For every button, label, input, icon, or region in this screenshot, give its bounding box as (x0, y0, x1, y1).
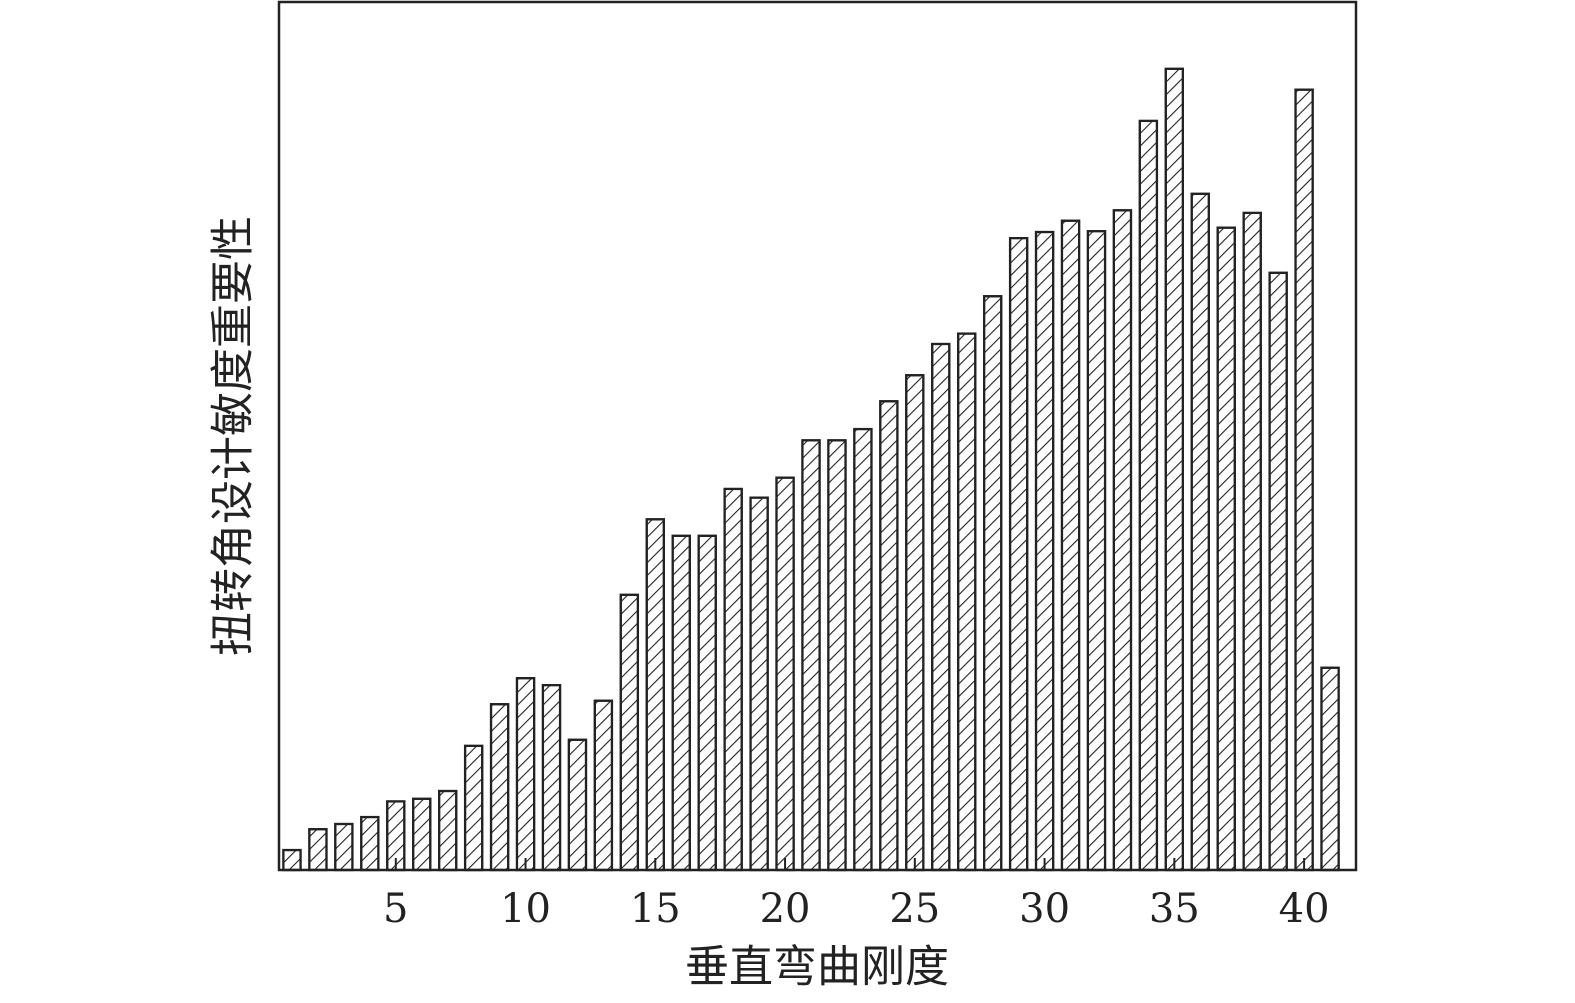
bar (697, 534, 717, 872)
x-tick-label: 30 (1019, 886, 1070, 932)
y-axis-label: 扭转角设计敏度重要性 (208, 216, 259, 656)
bar (879, 400, 899, 872)
bar (775, 476, 795, 872)
bar (957, 332, 977, 872)
bar (1060, 219, 1081, 872)
bar (1242, 211, 1262, 872)
bar (905, 374, 925, 872)
bar (282, 848, 302, 872)
bar (360, 815, 380, 872)
bar (489, 703, 510, 872)
bar (983, 295, 1003, 872)
bar (853, 427, 873, 872)
bar (1216, 226, 1236, 872)
bar (515, 677, 536, 872)
x-tick-label: 35 (1149, 886, 1200, 932)
x-tick-label: 40 (1279, 886, 1330, 932)
bar (749, 496, 769, 872)
bar (723, 487, 743, 872)
bar (1112, 209, 1133, 872)
bar (1164, 67, 1185, 872)
bar (801, 439, 821, 872)
bar (1190, 192, 1210, 872)
bar (1008, 236, 1029, 872)
plot-frame (277, 0, 1358, 872)
bar (1268, 271, 1288, 872)
bar (308, 828, 328, 872)
bar (1086, 230, 1107, 872)
x-tick-label: 5 (383, 886, 408, 932)
bar (1320, 666, 1340, 872)
x-tick-label: 25 (889, 886, 940, 932)
bar (1294, 88, 1314, 872)
bar (412, 797, 432, 872)
x-tick-label: 20 (760, 886, 811, 932)
bar (567, 738, 588, 872)
bar (438, 789, 458, 872)
bar (671, 534, 691, 872)
bar (463, 744, 484, 872)
bar (541, 684, 562, 872)
bar (1138, 119, 1159, 872)
x-tick-label: 15 (630, 886, 681, 932)
bar (1034, 230, 1055, 872)
x-axis-label: 垂直弯曲刚度 (685, 942, 949, 993)
bar (619, 593, 640, 872)
x-tick-label: 10 (500, 886, 551, 932)
bar (645, 518, 665, 872)
bar (593, 699, 614, 872)
bar (827, 439, 847, 872)
bar (931, 342, 951, 872)
bar (334, 822, 354, 872)
